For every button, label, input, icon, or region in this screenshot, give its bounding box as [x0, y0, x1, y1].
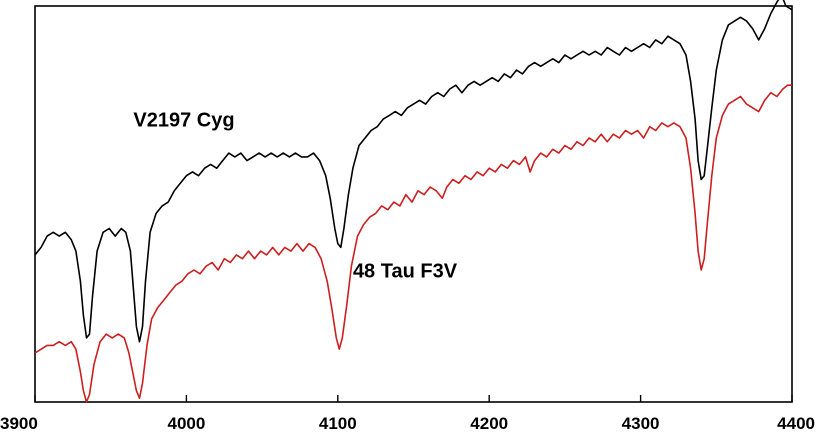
- x-tick-label-4200: 4200: [470, 414, 508, 433]
- series-annotations: V2197 Cyg 48 Tau F3V: [133, 110, 457, 283]
- x-axis-tick-labels: 3900 4000 4100 4200 4300 4400: [0, 414, 815, 433]
- x-tick-label-4100: 4100: [319, 414, 357, 433]
- series-line-1: [34, 84, 792, 403]
- series-line-0: [34, 0, 793, 343]
- series-lines: [34, 0, 793, 403]
- series-label-0: V2197 Cyg: [133, 110, 234, 132]
- x-tick-label-4000: 4000: [167, 414, 205, 433]
- x-tick-label-3900: 3900: [0, 414, 38, 433]
- x-axis-ticks: [34, 395, 793, 402]
- plot-frame: [34, 5, 793, 403]
- x-tick-label-4400: 4400: [777, 414, 815, 433]
- x-tick-label-4300: 4300: [622, 414, 660, 433]
- series-label-1: 48 Tau F3V: [353, 261, 458, 283]
